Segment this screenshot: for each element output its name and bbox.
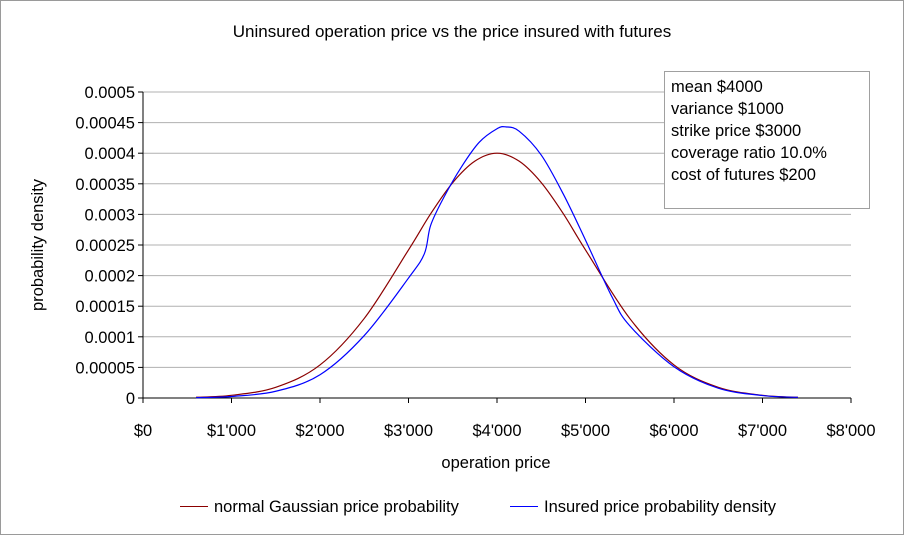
legend-swatch-insured xyxy=(510,506,538,508)
annotation-variance: variance $1000 xyxy=(671,100,784,118)
series-gaussian-line xyxy=(196,152,798,398)
y-tick-label: 0.00045 xyxy=(75,115,135,133)
x-tick-label: $5'000 xyxy=(561,422,610,440)
y-tick-label: 0.0001 xyxy=(85,329,135,347)
annotation-coverage-ratio: coverage ratio 10.0% xyxy=(671,144,827,162)
annotation-strike-price: strike price $3000 xyxy=(671,122,802,140)
x-tick-label: $2'000 xyxy=(295,422,344,440)
annotation-cost-of-futures: cost of futures $200 xyxy=(671,166,816,184)
y-tick-label: 0.00025 xyxy=(75,237,135,255)
series-insured-line xyxy=(196,126,798,399)
legend-label-gaussian: normal Gaussian price probability xyxy=(214,498,459,516)
x-tick-label: $1'000 xyxy=(207,422,256,440)
y-tick-label: 0.00005 xyxy=(75,359,135,377)
chart-title: Uninsured operation price vs the price i… xyxy=(232,22,672,41)
x-tick-label: $8'000 xyxy=(826,422,875,440)
annotation-mean: mean $4000 xyxy=(671,78,763,96)
y-tick-label: 0.0002 xyxy=(85,268,135,286)
x-tick-label: $0 xyxy=(134,422,152,440)
x-tick-label: $7'000 xyxy=(738,422,787,440)
x-axis-label: operation price xyxy=(441,454,550,472)
legend-item-insured: Insured price probability density xyxy=(510,498,776,517)
series-lines xyxy=(196,126,798,399)
legend-item-gaussian: normal Gaussian price probability xyxy=(180,498,459,517)
y-tick-label: 0.00015 xyxy=(75,298,135,316)
parameters-box: mean $4000 variance $1000 strike price $… xyxy=(664,71,870,209)
legend-swatch-gaussian xyxy=(180,506,208,508)
y-tick-label: 0.0003 xyxy=(85,206,135,224)
y-tick-label: 0.0005 xyxy=(85,84,135,102)
y-tick-label: 0.00035 xyxy=(75,176,135,194)
x-tick-label: $6'000 xyxy=(649,422,698,440)
y-axis-label: probability density xyxy=(29,178,47,311)
x-tick-label: $4'000 xyxy=(472,422,521,440)
x-tick-label: $3'000 xyxy=(384,422,433,440)
legend-label-insured: Insured price probability density xyxy=(544,498,777,516)
axes: 0 0.00005 0.0001 0.00015 0.0002 0.00025 0.0003… xyxy=(75,84,875,440)
y-tick-label: 0.0004 xyxy=(85,145,135,163)
y-tick-label: 0 xyxy=(126,390,135,408)
